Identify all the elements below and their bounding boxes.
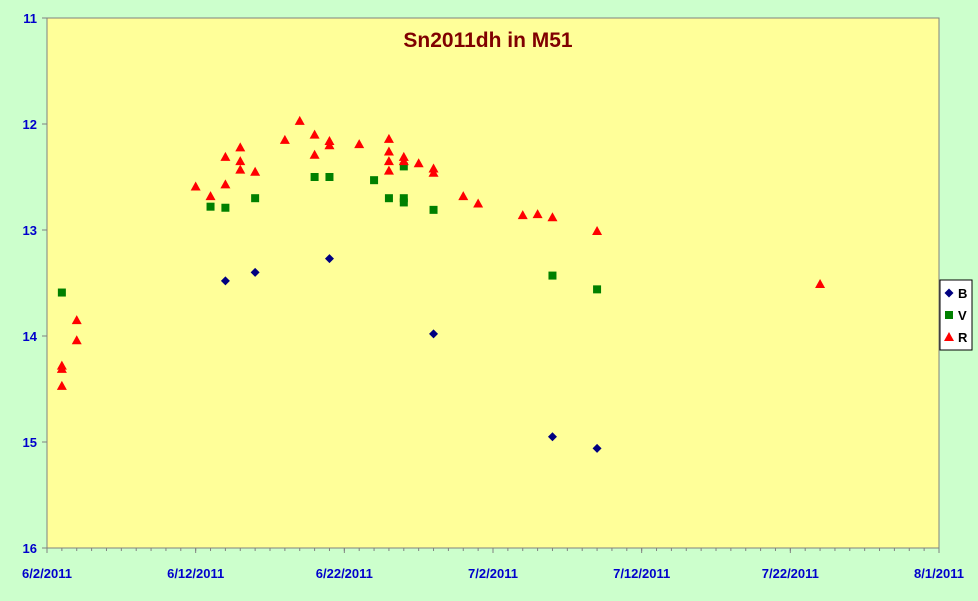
y-tick-label: 15: [23, 435, 37, 450]
series-R: [56, 115, 826, 390]
point-R: [532, 209, 543, 219]
point-V: [206, 202, 215, 211]
point-R: [383, 165, 394, 175]
series-V: [57, 162, 602, 297]
x-tick-label: 7/12/2011: [613, 566, 670, 581]
point-R: [235, 164, 246, 174]
point-R: [473, 198, 484, 208]
point-R: [220, 151, 231, 161]
point-V: [399, 198, 408, 207]
point-R: [383, 133, 394, 143]
point-R: [383, 146, 394, 156]
point-R: [205, 191, 216, 201]
x-tick-label: 6/12/2011: [167, 566, 224, 581]
point-R: [592, 226, 603, 236]
point-R: [517, 210, 528, 220]
point-B: [220, 276, 230, 286]
point-R: [71, 315, 82, 325]
point-V: [399, 162, 408, 171]
legend-label-B: B: [958, 286, 967, 301]
point-R: [250, 166, 261, 176]
point-R: [413, 158, 424, 168]
point-R: [398, 156, 409, 166]
point-B: [547, 432, 557, 442]
data-marks: [56, 115, 826, 453]
legend-marker-B: [944, 288, 954, 298]
x-tick-label: 7/2/2011: [468, 566, 518, 581]
point-R: [324, 140, 335, 150]
y-tick-label: 16: [23, 541, 37, 556]
legend-label-V: V: [958, 308, 967, 323]
y-tick-label: 11: [23, 11, 37, 26]
point-V: [399, 194, 408, 203]
point-R: [309, 149, 320, 159]
legend-marker-V: [945, 311, 953, 319]
y-tick-label: 12: [23, 117, 37, 132]
legend-marker-R: [944, 332, 954, 341]
point-B: [429, 329, 439, 339]
point-B: [324, 254, 334, 264]
point-V: [57, 288, 66, 297]
point-V: [370, 176, 379, 185]
legend: BVR: [939, 279, 973, 351]
point-R: [815, 279, 826, 289]
point-R: [71, 335, 82, 345]
point-R: [354, 139, 365, 149]
legend-label-R: R: [958, 330, 968, 345]
point-V: [325, 173, 334, 181]
point-R: [56, 363, 67, 373]
point-B: [592, 443, 602, 453]
point-R: [383, 156, 394, 166]
x-tick-label: 8/1/2011: [914, 566, 964, 581]
x-tick-label: 6/2/2011: [22, 566, 72, 581]
point-V: [384, 194, 393, 203]
point-V: [548, 271, 557, 280]
point-R: [294, 115, 305, 125]
point-R: [190, 181, 201, 191]
point-V: [221, 203, 230, 212]
axes: 11 12 13 14 15 16 6/2/2011 6/12/2011 6/22/2011 7/…: [22, 11, 964, 581]
x-tick-label: 6/22/2011: [316, 566, 373, 581]
series-B: [220, 254, 602, 453]
point-R: [547, 212, 558, 222]
point-R: [428, 167, 439, 177]
point-V: [310, 173, 319, 181]
point-R: [309, 129, 320, 139]
point-R: [235, 156, 246, 166]
point-R: [279, 134, 290, 144]
y-tick-label: 14: [23, 329, 38, 344]
point-B: [250, 267, 260, 277]
point-R: [235, 142, 246, 152]
point-V: [251, 194, 260, 203]
point-V: [429, 205, 438, 214]
point-R: [458, 191, 469, 201]
plot-area: [46, 17, 940, 549]
chart-title: Sn2011dh in M51: [403, 29, 573, 52]
x-tick-label: 7/22/2011: [762, 566, 819, 581]
point-R: [220, 179, 231, 189]
point-V: [593, 285, 602, 294]
y-tick-label: 13: [23, 223, 37, 238]
point-R: [56, 380, 67, 390]
